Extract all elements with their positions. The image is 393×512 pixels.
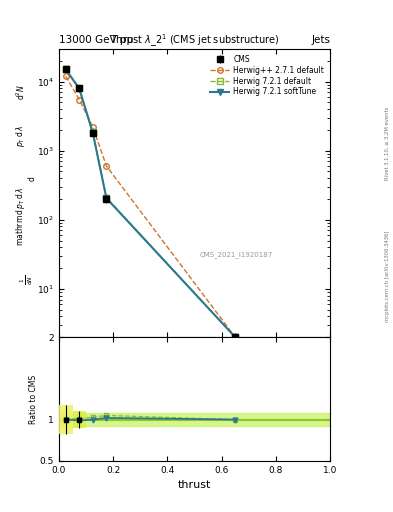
Herwig++ 2.7.1 default (63, 73, 68, 79)
Herwig 7.2.1 softTune (233, 334, 237, 340)
Line: Herwig 7.2.1 softTune: Herwig 7.2.1 softTune (63, 67, 238, 340)
Title: Thrust $\lambda\_2^1$ (CMS jet substructure): Thrust $\lambda\_2^1$ (CMS jet substruct… (110, 32, 279, 49)
Bar (59, 413, 330, 426)
Text: Rivet 3.1.10, ≥ 3.2M events: Rivet 3.1.10, ≥ 3.2M events (385, 106, 389, 180)
Herwig++ 2.7.1 default (90, 124, 95, 130)
Herwig 7.2.1 softTune (104, 195, 109, 201)
Herwig++ 2.7.1 default (77, 96, 82, 102)
Text: 13000 GeV pp: 13000 GeV pp (59, 35, 133, 45)
Text: $p_\mathrm{T}\ \mathrm{d}\,\lambda$: $p_\mathrm{T}\ \mathrm{d}\,\lambda$ (15, 124, 28, 146)
Herwig++ 2.7.1 default (104, 163, 109, 169)
Herwig 7.2.1 default (90, 129, 95, 135)
Text: $\mathrm{d}$: $\mathrm{d}$ (26, 176, 37, 182)
Text: mcplots.cern.ch [arXiv:1306.3436]: mcplots.cern.ch [arXiv:1306.3436] (385, 231, 389, 322)
Herwig 7.2.1 default (233, 334, 237, 340)
Line: Herwig 7.2.1 default: Herwig 7.2.1 default (63, 66, 238, 340)
Text: CMS_2021_I1920187: CMS_2021_I1920187 (200, 251, 273, 258)
Herwig 7.2.1 softTune (77, 86, 82, 92)
Y-axis label: Ratio to CMS: Ratio to CMS (29, 374, 39, 423)
Herwig++ 2.7.1 default (233, 334, 237, 340)
Herwig 7.2.1 default (104, 195, 109, 201)
Bar (72, 411, 86, 428)
Legend: CMS, Herwig++ 2.7.1 default, Herwig 7.2.1 default, Herwig 7.2.1 softTune: CMS, Herwig++ 2.7.1 default, Herwig 7.2.… (208, 52, 326, 99)
Text: $\frac{1}{\mathrm{d}N}$: $\frac{1}{\mathrm{d}N}$ (18, 274, 35, 285)
Herwig 7.2.1 softTune (63, 67, 68, 73)
X-axis label: thrust: thrust (178, 480, 211, 490)
Bar (59, 405, 72, 434)
Herwig 7.2.1 default (63, 66, 68, 72)
Herwig 7.2.1 default (77, 85, 82, 91)
Line: Herwig++ 2.7.1 default: Herwig++ 2.7.1 default (63, 73, 238, 340)
Text: $\mathrm{d}^2N$: $\mathrm{d}^2N$ (15, 84, 27, 100)
Herwig 7.2.1 softTune (90, 130, 95, 136)
Text: $\mathrm{mathrm\,d}\,p_\mathrm{T}\,\mathrm{d}\,\lambda$: $\mathrm{mathrm\,d}\,p_\mathrm{T}\,\math… (15, 186, 28, 246)
Text: Jets: Jets (311, 35, 330, 45)
